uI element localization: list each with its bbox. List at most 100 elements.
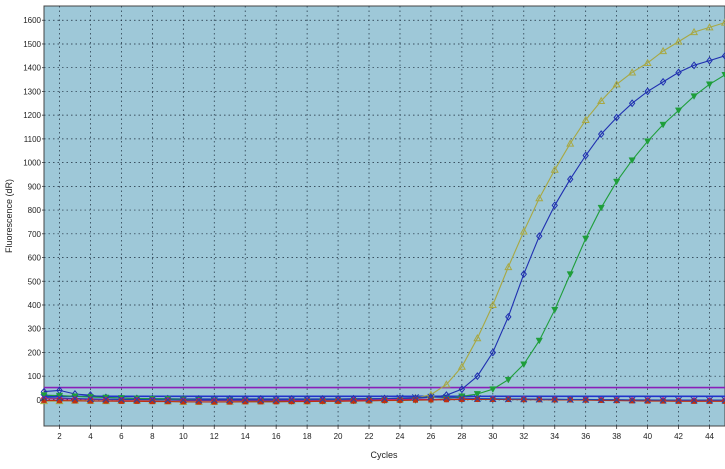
data-point bbox=[705, 396, 714, 404]
x-tick-label: 42 bbox=[674, 432, 683, 441]
data-point bbox=[628, 157, 636, 164]
data-point bbox=[490, 396, 496, 402]
data-point bbox=[643, 58, 652, 67]
data-point bbox=[674, 37, 683, 45]
data-point bbox=[258, 399, 264, 405]
y-tick-label: 800 bbox=[28, 206, 42, 215]
data-point bbox=[645, 398, 651, 404]
y-tick-label: 1000 bbox=[23, 159, 41, 168]
data-point bbox=[566, 271, 574, 278]
data-point bbox=[582, 395, 590, 403]
data-point bbox=[473, 333, 482, 342]
data-point bbox=[551, 395, 559, 403]
data-point bbox=[56, 398, 63, 404]
data-point bbox=[581, 115, 590, 123]
data-point bbox=[659, 396, 667, 404]
data-point bbox=[535, 337, 543, 345]
data-point bbox=[675, 396, 683, 404]
data-point bbox=[628, 68, 637, 76]
x-tick-label: 38 bbox=[612, 432, 621, 441]
data-point bbox=[134, 398, 140, 404]
x-tick-label: 20 bbox=[334, 432, 343, 441]
data-point bbox=[550, 165, 559, 173]
data-point bbox=[473, 391, 481, 398]
y-tick-label: 700 bbox=[28, 230, 42, 239]
data-point bbox=[721, 396, 725, 404]
data-point bbox=[71, 394, 79, 403]
data-point bbox=[118, 398, 124, 404]
data-point bbox=[566, 139, 575, 147]
y-tick-label: 100 bbox=[28, 372, 42, 381]
y-tick-label: 600 bbox=[28, 254, 42, 263]
data-point bbox=[349, 395, 358, 403]
data-point bbox=[165, 398, 171, 405]
data-point bbox=[211, 399, 217, 405]
data-point bbox=[614, 398, 620, 404]
data-point bbox=[489, 386, 497, 393]
data-point bbox=[427, 393, 435, 401]
x-tick-label: 40 bbox=[643, 432, 652, 441]
data-point bbox=[659, 46, 668, 55]
gridlines bbox=[44, 6, 725, 426]
y-tick-label: 1300 bbox=[23, 87, 41, 96]
data-point bbox=[674, 107, 683, 115]
data-point bbox=[567, 175, 574, 184]
data-point bbox=[721, 51, 725, 60]
data-point bbox=[397, 397, 403, 403]
data-point bbox=[428, 397, 434, 403]
x-tick-label: 18 bbox=[303, 432, 312, 441]
data-point bbox=[613, 178, 621, 186]
data-point bbox=[520, 395, 528, 403]
data-point bbox=[366, 398, 372, 404]
y-tick-label: 200 bbox=[28, 348, 42, 357]
data-point bbox=[396, 394, 404, 402]
data-point bbox=[705, 81, 714, 89]
y-tick-label: 1500 bbox=[23, 40, 41, 49]
data-point bbox=[721, 72, 725, 79]
series-markers bbox=[39, 18, 725, 406]
x-axis-title: Cycles bbox=[370, 450, 398, 460]
data-point bbox=[628, 396, 636, 404]
y-tick-label: 1200 bbox=[23, 111, 41, 120]
data-point bbox=[320, 398, 326, 404]
data-point bbox=[412, 397, 419, 403]
x-tick-label: 8 bbox=[150, 432, 155, 441]
data-point bbox=[488, 300, 497, 309]
data-point bbox=[643, 138, 652, 145]
y-tick-label: 900 bbox=[28, 182, 42, 191]
data-point bbox=[442, 380, 451, 388]
data-point bbox=[628, 99, 636, 108]
data-point bbox=[519, 227, 528, 235]
data-point bbox=[597, 130, 605, 139]
data-point bbox=[303, 396, 311, 404]
y-tick-label: 400 bbox=[28, 301, 42, 310]
data-point bbox=[535, 395, 543, 403]
data-point bbox=[226, 396, 234, 404]
data-point bbox=[458, 394, 466, 402]
data-point bbox=[87, 398, 93, 404]
data-point bbox=[675, 68, 682, 77]
data-point bbox=[582, 235, 590, 243]
x-tick-label: 14 bbox=[241, 432, 250, 441]
data-point bbox=[690, 61, 698, 70]
data-point bbox=[659, 121, 667, 129]
data-point bbox=[241, 396, 249, 404]
data-point bbox=[117, 395, 125, 403]
data-point bbox=[551, 201, 558, 210]
data-point bbox=[86, 395, 94, 403]
data-point bbox=[288, 396, 296, 404]
data-point bbox=[690, 396, 698, 404]
data-point bbox=[457, 362, 466, 370]
data-point bbox=[644, 87, 651, 96]
data-point bbox=[148, 396, 156, 404]
data-point bbox=[319, 395, 327, 403]
data-point bbox=[705, 23, 714, 31]
data-point bbox=[613, 113, 620, 122]
data-point bbox=[520, 361, 528, 369]
x-tick-label: 44 bbox=[705, 432, 714, 441]
y-tick-label: 1100 bbox=[24, 135, 42, 144]
data-point bbox=[689, 27, 699, 36]
x-tick-label: 26 bbox=[426, 432, 435, 441]
data-point bbox=[535, 193, 544, 202]
y-axis-title: Fluorescence (dR) bbox=[4, 179, 14, 253]
